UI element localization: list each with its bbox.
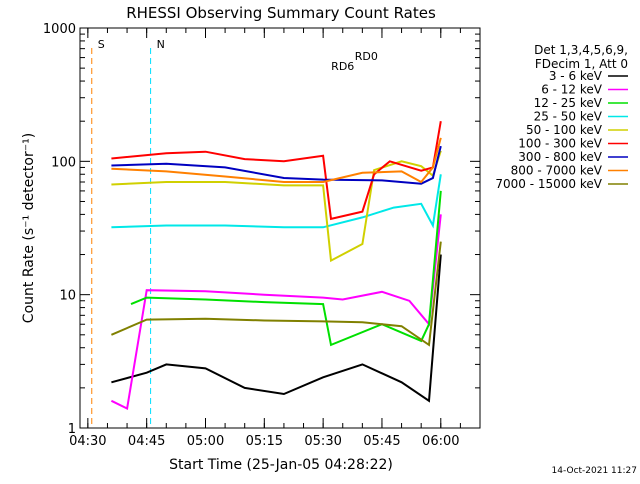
x-tick-label: 05:30 [304, 434, 341, 449]
legend-label: 50 - 100 keV [526, 123, 603, 137]
legend-label: 12 - 25 keV [534, 96, 603, 110]
x-axis-label: Start Time (25-Jan-05 04:28:22) [169, 457, 393, 473]
legend-label: 800 - 7000 keV [511, 164, 603, 178]
y-tick-label: 1 [68, 422, 76, 437]
y-axis-label: Count Rate (s⁻¹ detector⁻¹) [21, 133, 37, 323]
y-tick-label: 10 [59, 289, 76, 304]
legend-label: 7000 - 15000 keV [495, 177, 602, 191]
annotation-label: RD6 [331, 60, 354, 73]
series-line-5 [111, 150, 442, 263]
series-line-6 [111, 121, 442, 221]
legend-label: 6 - 12 keV [541, 83, 603, 97]
plot-area: 1 10 100 1000 04:30 04:45 05:00 05:15 05:30 05:45… [43, 22, 481, 449]
x-tick-label: 04:30 [69, 434, 106, 449]
x-tick-label: 06:00 [422, 434, 459, 449]
series-line-4 [111, 174, 442, 229]
plot-frame [79, 27, 481, 429]
annotation-label: S [98, 38, 105, 51]
annotation-label: RD0 [355, 50, 378, 63]
series-line-1 [111, 254, 442, 403]
legend-label: 3 - 6 keV [549, 69, 603, 83]
legend-header-line-2: FDecim 1, Att 0 [535, 57, 628, 71]
timestamp: 14-Oct-2021 11:27 [552, 466, 637, 476]
legend-header-line-1: Det 1,3,4,5,6,9, [534, 43, 628, 57]
series-line-8 [111, 137, 442, 184]
legend-label: 25 - 50 keV [534, 110, 603, 124]
x-tick-label: 05:15 [246, 434, 283, 449]
y-tick-label: 100 [51, 155, 76, 170]
legend-label: 300 - 800 keV [518, 150, 602, 164]
legend-label: 100 - 300 keV [518, 137, 602, 151]
y-tick-label: 1000 [43, 22, 76, 37]
series-line-7 [111, 145, 442, 185]
annotation-label: N [157, 38, 165, 51]
series-line-9 [111, 241, 442, 347]
chart-title: RHESSI Observing Summary Count Rates [126, 4, 436, 22]
x-tick-label: 05:00 [187, 434, 224, 449]
x-tick-label: 05:45 [363, 434, 400, 449]
series-line-2 [110, 214, 442, 410]
x-tick-label: 04:45 [128, 434, 165, 449]
series-line-3 [130, 190, 442, 347]
